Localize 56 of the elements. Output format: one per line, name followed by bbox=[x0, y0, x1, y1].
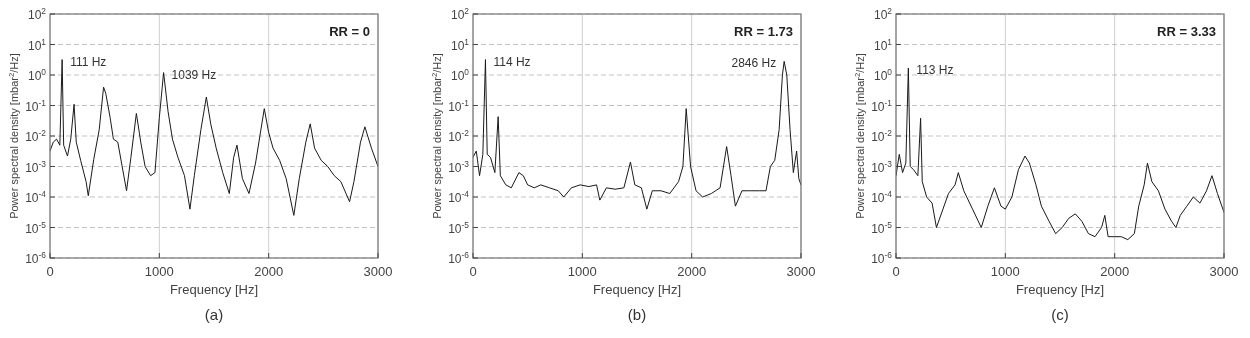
x-tick-label: 3000 bbox=[363, 264, 393, 279]
x-tick-label: 0 bbox=[46, 264, 54, 279]
annotation: 114 Hz bbox=[493, 54, 531, 69]
annotation: 2846 Hz bbox=[731, 56, 777, 71]
x-tick-label: 1000 bbox=[144, 264, 174, 279]
y-tick-label: 10$^{-2}$ bbox=[871, 128, 893, 144]
y-tick-label: 10$^{-1}$ bbox=[448, 97, 470, 114]
annotation: RR = 3.33 bbox=[1157, 24, 1216, 39]
x-tick-label: 1000 bbox=[990, 264, 1020, 279]
y-tick-label: 10$^{-5}$ bbox=[448, 219, 470, 236]
y-tick-label: 10$^{1}$ bbox=[27, 36, 47, 53]
x-tick-label: 1000 bbox=[567, 264, 597, 279]
text: (c) bbox=[1051, 306, 1069, 323]
y-tick-label: 10$^{-5}$ bbox=[25, 219, 47, 236]
x-tick-label: 3000 bbox=[786, 264, 816, 279]
y-tick-label: 10$^{2}$ bbox=[27, 6, 47, 22]
x-tick-label: 2000 bbox=[677, 264, 707, 279]
x-axis-title: Frequency [Hz] bbox=[169, 282, 259, 297]
y-tick-label: 10$^{2}$ bbox=[873, 6, 893, 22]
y-tick-label: 10$^{-2}$ bbox=[25, 128, 47, 144]
y-tick-label: 10$^{-4}$ bbox=[448, 189, 470, 205]
y-tick-label: 10$^{0}$ bbox=[450, 67, 470, 83]
y-tick-label: 10$^{-5}$ bbox=[871, 219, 893, 236]
y-tick-label: 10$^{1}$ bbox=[873, 36, 893, 53]
y-tick-label: 10$^{-1}$ bbox=[25, 97, 47, 114]
y-tick-label: 10$^{-6}$ bbox=[448, 250, 470, 266]
annotation: 1039 Hz bbox=[171, 67, 217, 82]
y-tick-label: 10$^{1}$ bbox=[450, 36, 470, 53]
y-tick-label: 10$^{-2}$ bbox=[448, 128, 470, 144]
y-tick-label: 10$^{0}$ bbox=[873, 67, 893, 83]
text: (a) bbox=[204, 306, 224, 323]
x-tick-label: 0 bbox=[892, 264, 900, 279]
text: (b) bbox=[627, 306, 647, 323]
line-series bbox=[473, 59, 801, 210]
x-tick-label: 0 bbox=[469, 264, 477, 279]
x-tick-label: 3000 bbox=[1209, 264, 1239, 279]
annotation: RR = 0 bbox=[329, 24, 370, 39]
y-tick-label: 10$^{2}$ bbox=[450, 6, 470, 22]
x-tick-label: 2000 bbox=[1100, 264, 1130, 279]
y-tick-label: 10$^{-3}$ bbox=[25, 158, 47, 175]
y-tick-label: 10$^{-4}$ bbox=[871, 189, 893, 205]
y-tick-label: 10$^{-3}$ bbox=[871, 158, 893, 175]
y-tick-label: 10$^{0}$ bbox=[27, 67, 47, 83]
line-series bbox=[896, 67, 1224, 241]
y-tick-label: 10$^{-3}$ bbox=[448, 158, 470, 175]
annotation: 113 Hz bbox=[916, 62, 954, 77]
y-tick-label: 10$^{-1}$ bbox=[871, 97, 893, 114]
y-tick-label: 10$^{-4}$ bbox=[25, 189, 47, 205]
y-tick-label: 10$^{-6}$ bbox=[25, 250, 47, 266]
annotation: RR = 1.73 bbox=[734, 24, 793, 39]
annotation: 111 Hz bbox=[70, 54, 107, 69]
x-tick-label: 2000 bbox=[254, 264, 284, 279]
line-series bbox=[50, 59, 378, 216]
x-axis-title: Frequency [Hz] bbox=[592, 282, 682, 297]
y-tick-label: 10$^{-6}$ bbox=[871, 250, 893, 266]
x-axis-title: Frequency [Hz] bbox=[1015, 282, 1105, 297]
